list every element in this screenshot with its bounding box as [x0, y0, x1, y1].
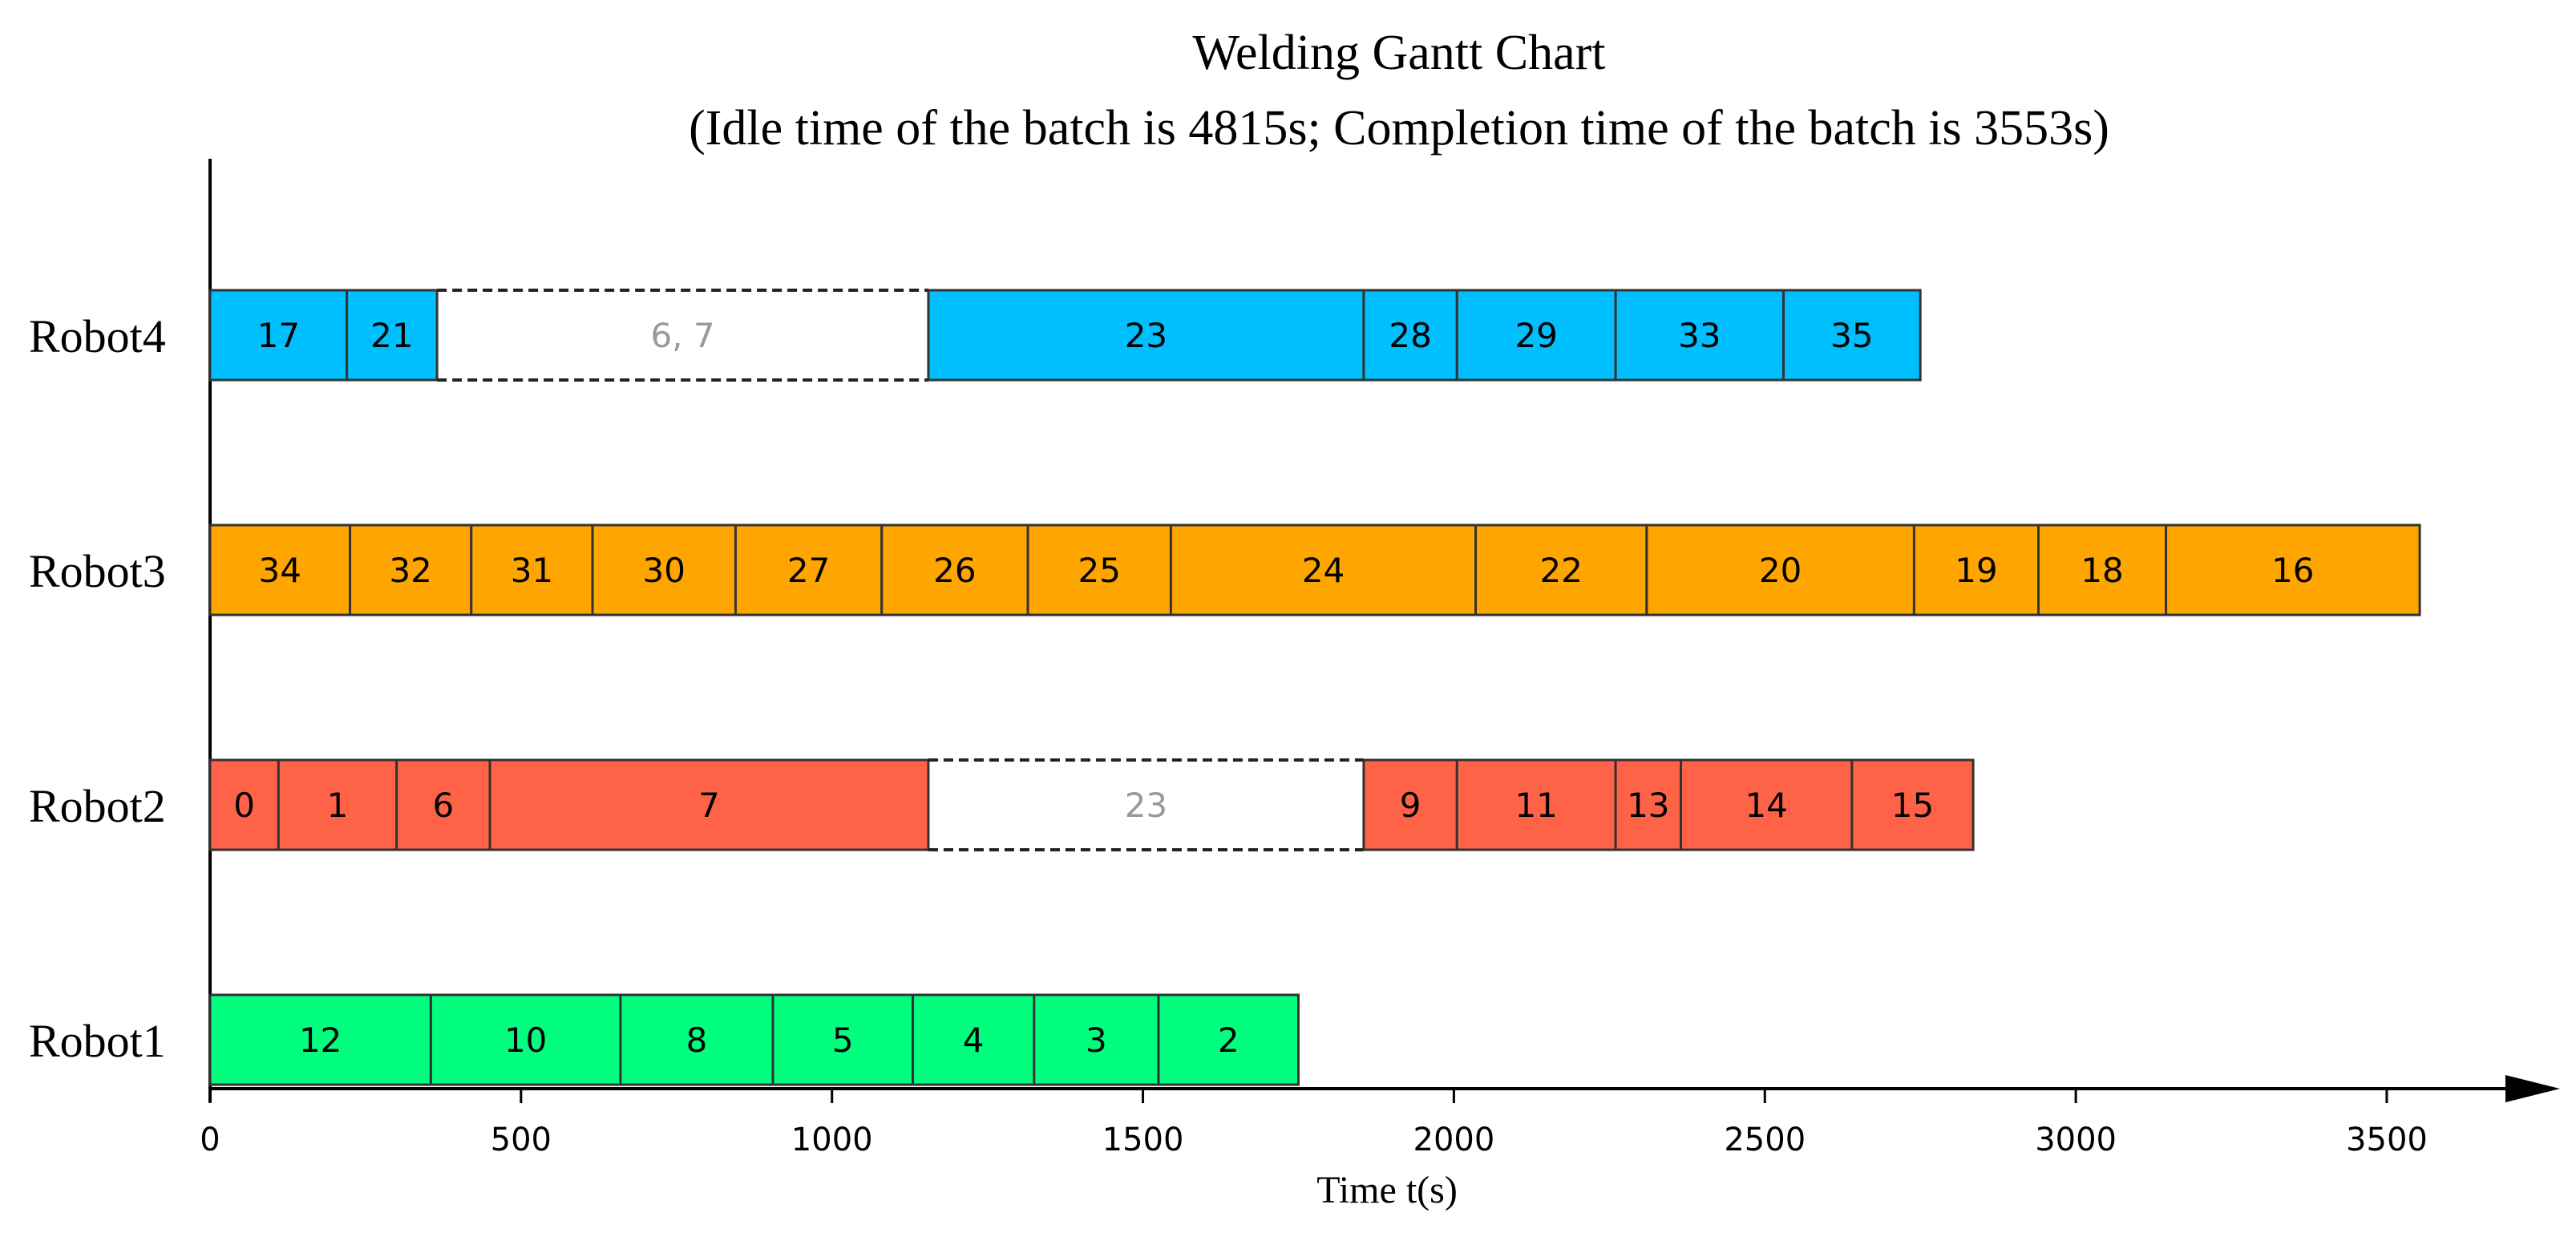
- task-bar: [1680, 758, 1854, 851]
- task-label: 9: [1400, 786, 1421, 825]
- task-label: 28: [1389, 316, 1431, 355]
- row-label: Robot3: [29, 545, 166, 597]
- task-label: 5: [832, 1021, 854, 1060]
- x-tick-label: 1500: [1102, 1122, 1184, 1158]
- task-bar: [488, 758, 930, 851]
- task-label: 35: [1830, 316, 1873, 355]
- task-label: 15: [1891, 786, 1934, 825]
- task-bar: [208, 289, 349, 382]
- task-label: 17: [257, 316, 300, 355]
- task-label: 8: [686, 1021, 708, 1060]
- task-label: 18: [2081, 551, 2123, 590]
- task-label: 30: [643, 551, 685, 590]
- x-axis-arrow: [2505, 1075, 2560, 1102]
- task-bar: [1614, 289, 1785, 382]
- task-bar: [912, 993, 1036, 1086]
- task-label: 11: [1514, 786, 1557, 825]
- task-label: 22: [1539, 551, 1582, 590]
- row-robot3: Robot3 34 32 31 30 27 26 25 24 22 20 19 18 16: [29, 524, 2421, 616]
- x-tick-label: 2000: [1413, 1122, 1495, 1158]
- row-robot2: Robot2 0 1 6 7 23 9 11 13 14 15: [29, 758, 1975, 851]
- task-bar: [771, 993, 915, 1086]
- task-label: 31: [511, 551, 553, 590]
- row-label: Robot2: [29, 780, 166, 832]
- task-label: 34: [259, 551, 301, 590]
- x-tick-label: 2500: [1724, 1122, 1806, 1158]
- x-tick-label: 3000: [2035, 1122, 2117, 1158]
- task-bar: [395, 758, 491, 851]
- x-ticks: 0 500 1000 1500 2000 2500 3000 3500: [200, 1089, 2428, 1158]
- task-label: 0: [233, 786, 255, 825]
- task-label: 4: [963, 1021, 985, 1060]
- task-bar: [619, 993, 774, 1086]
- task-bar: [470, 524, 594, 616]
- task-bar: [346, 289, 439, 382]
- task-label: 10: [504, 1021, 547, 1060]
- task-label: 19: [1955, 551, 1997, 590]
- task-bar: [1362, 758, 1458, 851]
- x-tick-label: 3500: [2346, 1122, 2428, 1158]
- idle-task-label: 23: [1125, 786, 1167, 825]
- x-tick-label: 0: [200, 1122, 220, 1158]
- task-bar: [1474, 524, 1648, 616]
- x-tick-label: 500: [491, 1122, 552, 1158]
- task-bar: [2165, 524, 2421, 616]
- task-label: 33: [1678, 316, 1721, 355]
- x-tick-label: 1000: [791, 1122, 873, 1158]
- task-label: 20: [1759, 551, 1802, 590]
- task-label: 7: [698, 786, 720, 825]
- task-bar: [429, 993, 622, 1086]
- task-bar: [880, 524, 1029, 616]
- task-bar: [1033, 993, 1160, 1086]
- task-bar: [734, 524, 884, 616]
- task-label: 25: [1078, 551, 1121, 590]
- task-bar: [208, 524, 352, 616]
- chart-title: Welding Gantt Chart: [1192, 26, 1605, 80]
- task-label: 3: [1086, 1021, 1107, 1060]
- task-bar: [1026, 524, 1172, 616]
- task-bar: [1455, 758, 1617, 851]
- task-bar: [1912, 524, 2040, 616]
- task-label: 32: [389, 551, 431, 590]
- x-axis-label: Time t(s): [1316, 1169, 1458, 1211]
- task-label: 23: [1125, 316, 1167, 355]
- task-label: 1: [327, 786, 349, 825]
- task-bar: [591, 524, 737, 616]
- task-label: 14: [1745, 786, 1787, 825]
- task-bar: [1645, 524, 1915, 616]
- task-bar: [1455, 289, 1617, 382]
- task-bar: [1850, 758, 1975, 851]
- task-bar: [1157, 993, 1300, 1086]
- task-label: 6: [433, 786, 455, 825]
- task-bar: [1782, 289, 1922, 382]
- task-bar: [208, 758, 280, 851]
- chart-subtitle: (Idle time of the batch is 4815s; Comple…: [689, 101, 2109, 156]
- task-bar: [1169, 524, 1478, 616]
- task-label: 27: [787, 551, 830, 590]
- task-label: 13: [1627, 786, 1669, 825]
- task-label: 21: [370, 316, 413, 355]
- idle-task-label: 6, 7: [650, 316, 714, 355]
- row-robot1: Robot1 12 10 8 5 4 3 2: [29, 993, 1300, 1086]
- task-label: 29: [1514, 316, 1557, 355]
- row-robot4: Robot4 17 21 6, 7 23 28 29 33 35: [29, 289, 1922, 382]
- task-label: 26: [933, 551, 976, 590]
- row-label: Robot4: [29, 310, 166, 362]
- task-bar: [277, 758, 398, 851]
- task-bar: [2037, 524, 2168, 616]
- task-label: 24: [1302, 551, 1345, 590]
- row-label: Robot1: [29, 1015, 166, 1067]
- task-label: 2: [1218, 1021, 1239, 1060]
- task-label: 12: [299, 1021, 342, 1060]
- task-label: 16: [2271, 551, 2314, 590]
